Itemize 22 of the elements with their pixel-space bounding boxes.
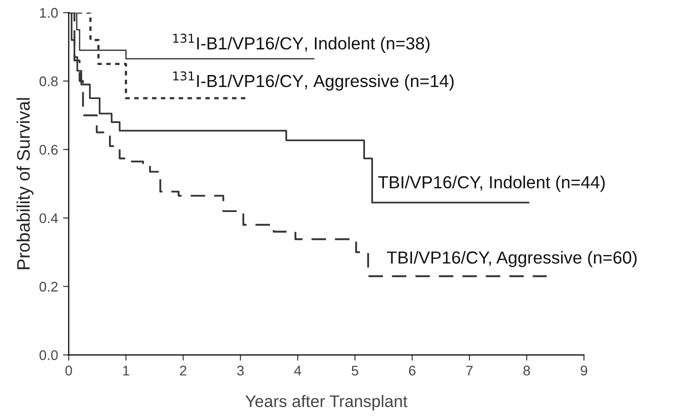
y-tick-label: 0.4 — [40, 213, 58, 224]
series-label: TBI/VP16/CY, Indolent (n=44) — [378, 176, 605, 192]
x-tick-label: 2 — [180, 366, 186, 376]
y-tick-label: 0.8 — [40, 76, 58, 86]
x-axis-title: Years after Transplant — [245, 394, 408, 410]
x-tick-label: 3 — [237, 366, 244, 376]
x-tick-label: 4 — [294, 366, 302, 376]
x-tick-label: 9 — [580, 366, 588, 376]
x-tick-label: 6 — [409, 366, 416, 376]
x-tick-label: 0 — [65, 366, 72, 376]
x-tick-label: 1 — [123, 366, 130, 376]
y-tick-label: 0.2 — [40, 282, 58, 292]
series-label: $^{131}$I-B1/VP16/CY, Aggressive (n=14) — [173, 71, 454, 91]
x-tick-label: 7 — [466, 366, 473, 376]
series-label: TBI/VP16/CY, Aggressive (n=60) — [387, 250, 637, 268]
y-tick-label: 0.0 — [40, 350, 58, 360]
y-axis-title: Probability of Survival — [16, 98, 34, 270]
y-tick-label: 0.6 — [40, 144, 58, 155]
x-tick-label: 8 — [523, 366, 530, 376]
series-label: $^{131}$I-B1/VP16/CY, Indolent (n=38) — [173, 34, 430, 53]
x-tick-label: 5 — [352, 366, 358, 376]
y-tick-label: 1.0 — [40, 8, 58, 18]
